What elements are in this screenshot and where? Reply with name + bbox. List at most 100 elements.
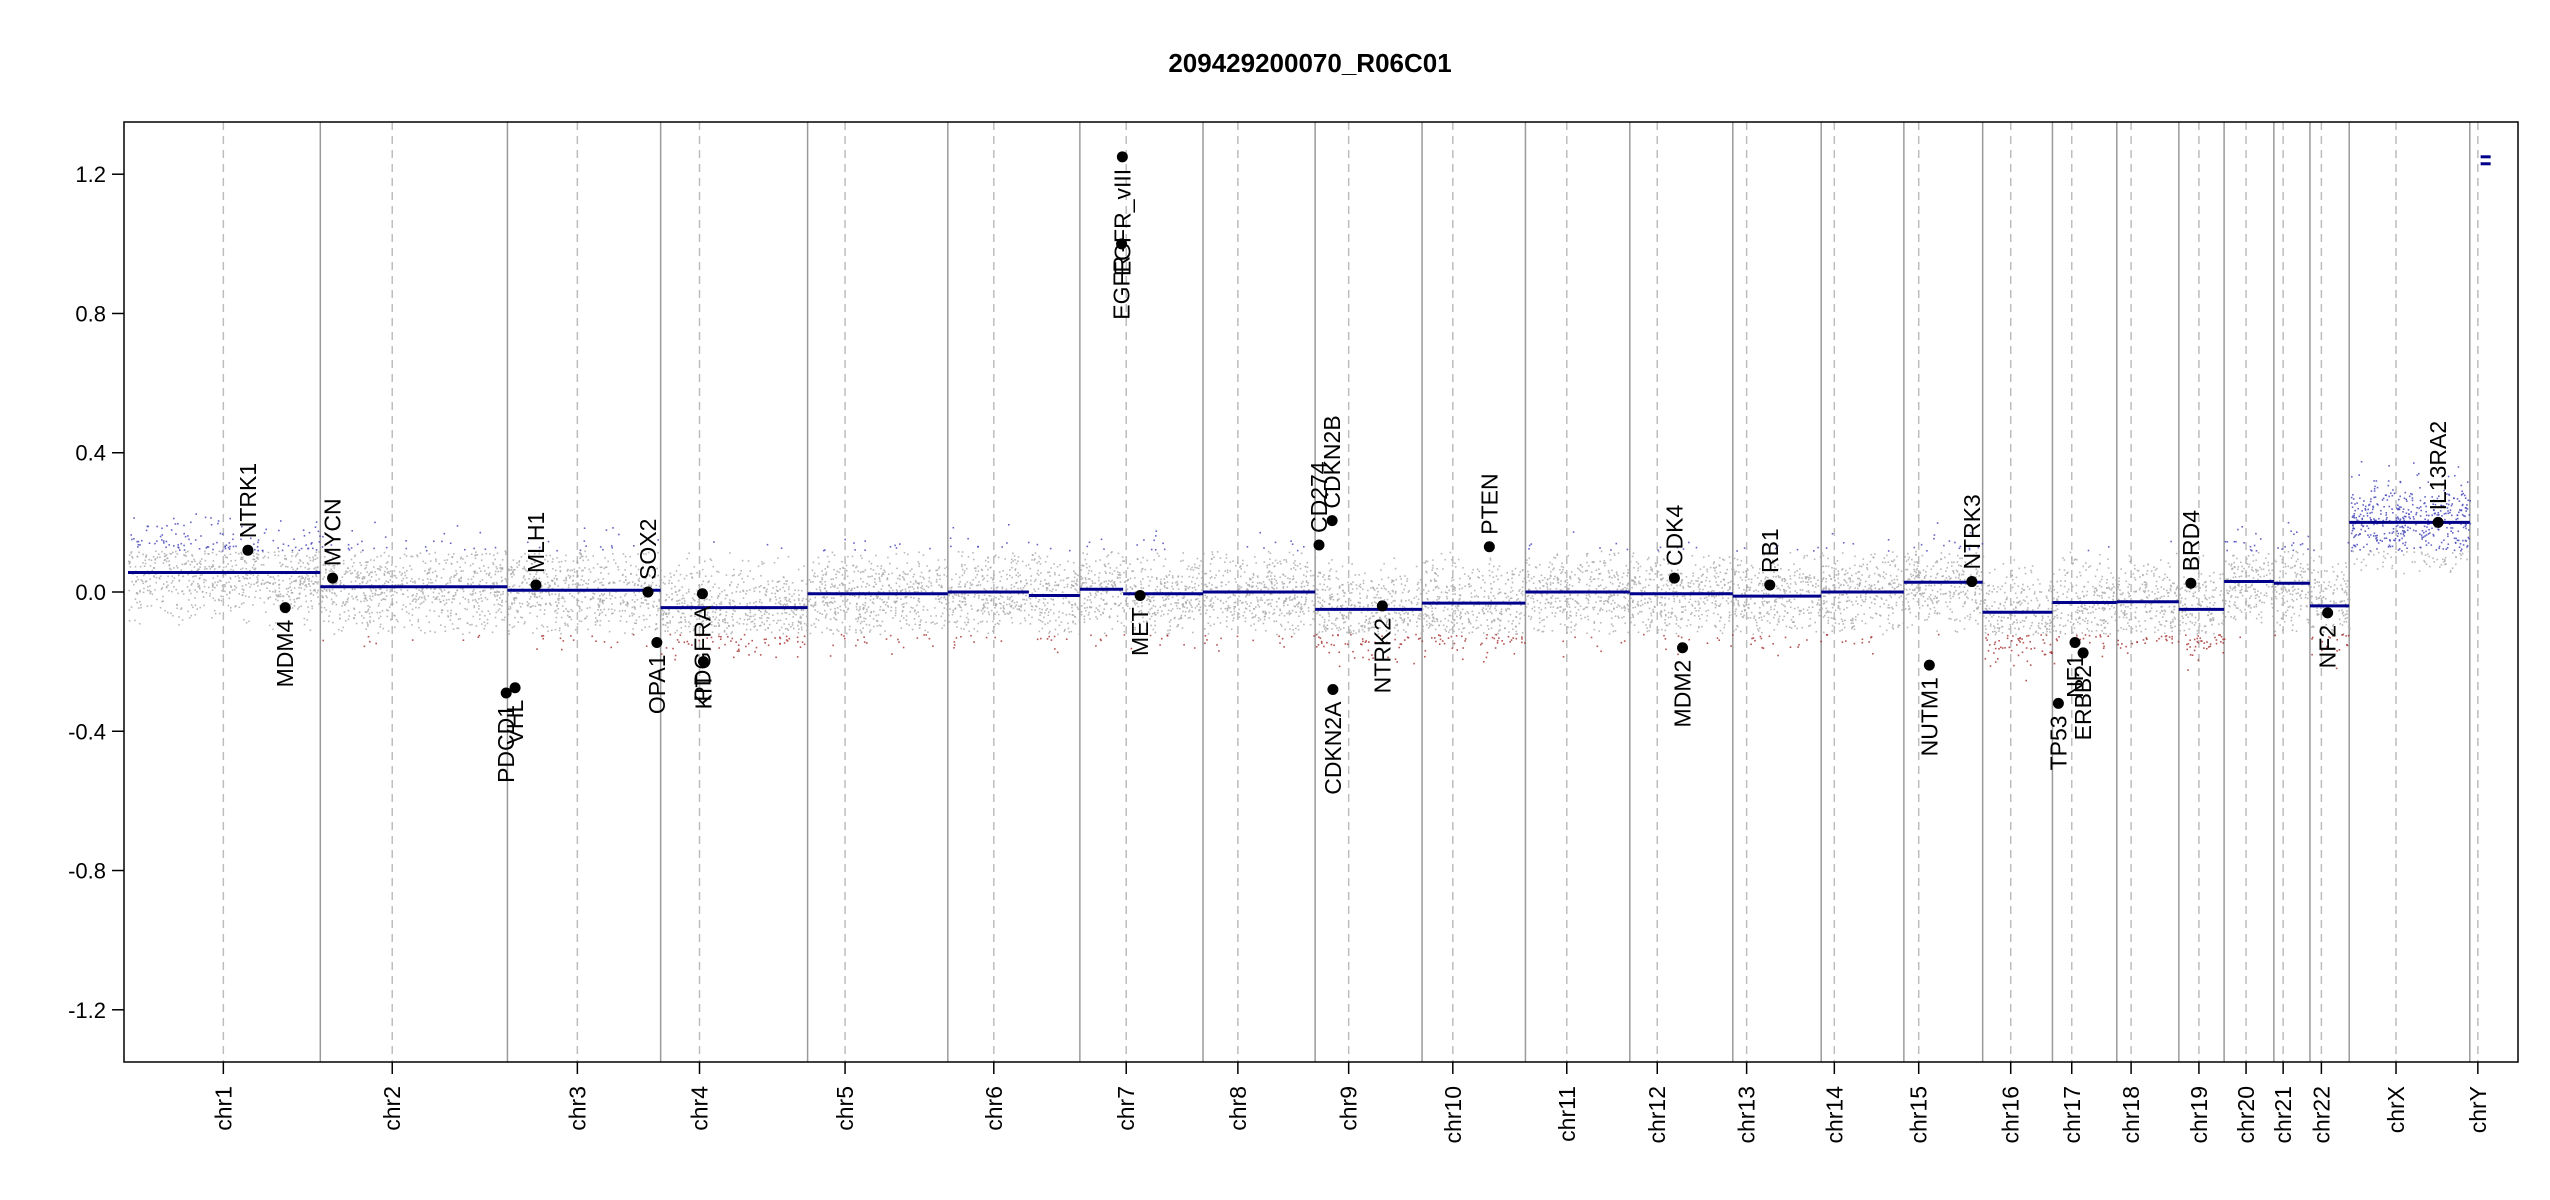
probe-point: [1089, 606, 1092, 609]
probe-point: [1083, 602, 1086, 605]
probe-point: [844, 596, 846, 598]
probe-point: [1001, 587, 1004, 590]
probe-point: [691, 605, 694, 607]
probe-point: [783, 576, 785, 579]
probe-point: [423, 597, 426, 599]
probe-point: [379, 611, 381, 614]
probe-point: [216, 584, 218, 587]
probe-point: [704, 610, 706, 613]
probe-point: [1080, 575, 1083, 578]
probe-point: [196, 570, 198, 572]
probe-point: [604, 557, 606, 559]
probe-point: [964, 585, 966, 588]
probe-point: [847, 555, 849, 558]
probe-point: [797, 620, 800, 623]
probe-point: [1041, 608, 1043, 611]
probe-point: [285, 588, 288, 590]
probe-point: [665, 612, 668, 615]
probe-point: [1104, 564, 1106, 567]
probe-point: [367, 625, 369, 627]
probe-point: [900, 598, 902, 600]
probe-point: [1168, 621, 1171, 623]
probe-point: [401, 584, 404, 586]
probe-point: [1252, 616, 1255, 618]
probe-point: [529, 606, 532, 608]
probe-point: [367, 605, 369, 607]
probe-point: [255, 553, 258, 555]
probe-point: [1038, 560, 1040, 563]
probe-point: [456, 589, 459, 592]
probe-point: [904, 588, 907, 591]
probe-point: [1233, 613, 1235, 616]
probe-point: [861, 557, 863, 560]
probe-point: [952, 611, 954, 613]
probe-point: [990, 576, 992, 579]
probe-point: [282, 579, 284, 582]
probe-point: [393, 587, 396, 590]
chromosome-boundaries: [222, 122, 2479, 1062]
probe-point: [1238, 585, 1241, 588]
probe-point: [821, 601, 824, 603]
probe-point: [1234, 606, 1236, 608]
probe-point: [822, 574, 824, 576]
probe-point: [1362, 579, 1365, 582]
probe-point: [1169, 625, 1171, 627]
probe-point: [1082, 564, 1085, 567]
probe-point: [231, 589, 234, 591]
probe-point: [139, 591, 141, 593]
probe-point: [1409, 620, 1411, 623]
probe-point: [786, 640, 789, 642]
probe-point: [453, 576, 455, 578]
probe-point: [573, 568, 576, 571]
probe-point: [429, 560, 432, 562]
probe-point: [200, 563, 202, 565]
probe-point: [952, 600, 954, 603]
probe-point: [721, 590, 723, 593]
probe-point: [840, 595, 842, 597]
probe-point: [1171, 608, 1174, 610]
probe-point: [325, 589, 328, 591]
probe-point: [935, 581, 938, 583]
probe-point: [448, 598, 450, 601]
probe-point: [793, 608, 796, 611]
probe-point: [1035, 578, 1037, 581]
probe-point: [882, 573, 885, 575]
probe-point: [1113, 602, 1116, 605]
probe-point: [1131, 570, 1133, 572]
probe-point: [1264, 610, 1266, 613]
probe-point: [1062, 602, 1065, 605]
probe-point: [326, 563, 329, 565]
probe-point: [1394, 592, 1397, 595]
probe-point: [1152, 604, 1155, 607]
probe-point: [375, 589, 377, 591]
probe-point: [526, 601, 529, 603]
probe-point: [1084, 558, 1087, 561]
probe-point: [767, 583, 770, 586]
probe-point: [774, 596, 777, 598]
probe-point: [902, 617, 905, 619]
probe-point: [949, 537, 952, 539]
probe-point: [947, 602, 950, 604]
probe-point: [925, 634, 927, 636]
probe-point: [1074, 623, 1077, 625]
probe-point: [920, 619, 922, 621]
probe-point: [951, 578, 953, 581]
probe-point: [1153, 539, 1155, 542]
probe-point: [345, 570, 347, 573]
probe-point: [848, 582, 851, 584]
probe-point: [926, 565, 928, 567]
probe-point: [918, 563, 920, 565]
probe-point: [1049, 589, 1051, 592]
probe-point: [796, 636, 799, 639]
probe-point: [499, 604, 501, 606]
probe-point: [156, 540, 158, 542]
probe-point: [1068, 613, 1071, 616]
probe-point: [1257, 576, 1259, 579]
probe-point: [612, 527, 614, 529]
probe-point: [659, 585, 662, 588]
probe-point: [894, 609, 897, 612]
probe-point: [198, 568, 200, 570]
probe-point: [521, 581, 524, 583]
probe-point: [1289, 578, 1291, 580]
probe-point: [405, 611, 408, 613]
